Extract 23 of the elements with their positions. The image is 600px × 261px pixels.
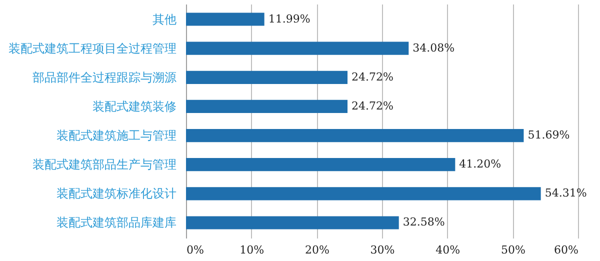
x-tick-label: 30% [370,244,395,256]
y-tick-label: 装配式建筑工程项目全过程管理 [8,41,176,56]
y-tick-label: 装配式建筑标准化设计 [56,186,176,201]
data-label: 34.08% [412,41,455,54]
y-tick-label: 装配式建筑施工与管理 [56,128,176,143]
y-tick-label: 部品部件全过程跟踪与溯源 [32,70,176,84]
data-label: 41.20% [459,158,502,171]
data-label: 11.99% [268,12,310,26]
data-label: 24.72% [352,70,394,84]
data-label: 51.69% [528,128,570,142]
y-tick-label: 装配式建筑部品库建库 [56,216,176,230]
x-tick-label: 40% [436,244,460,256]
x-tick-label: 50% [500,244,526,256]
x-tick-label: 0% [186,244,204,256]
x-tick-label: 10% [240,244,264,256]
x-tick-label: 20% [304,244,330,256]
y-tick-label: 装配式建筑装修 [92,99,176,114]
x-tick-label: 60% [554,244,578,256]
data-label: 24.72% [352,99,394,112]
y-tick-label: 其他 [152,12,176,26]
data-label: 54.31% [544,186,587,200]
y-tick-label: 装配式建筑部品生产与管理 [32,158,176,172]
data-label: 32.58% [402,216,445,229]
